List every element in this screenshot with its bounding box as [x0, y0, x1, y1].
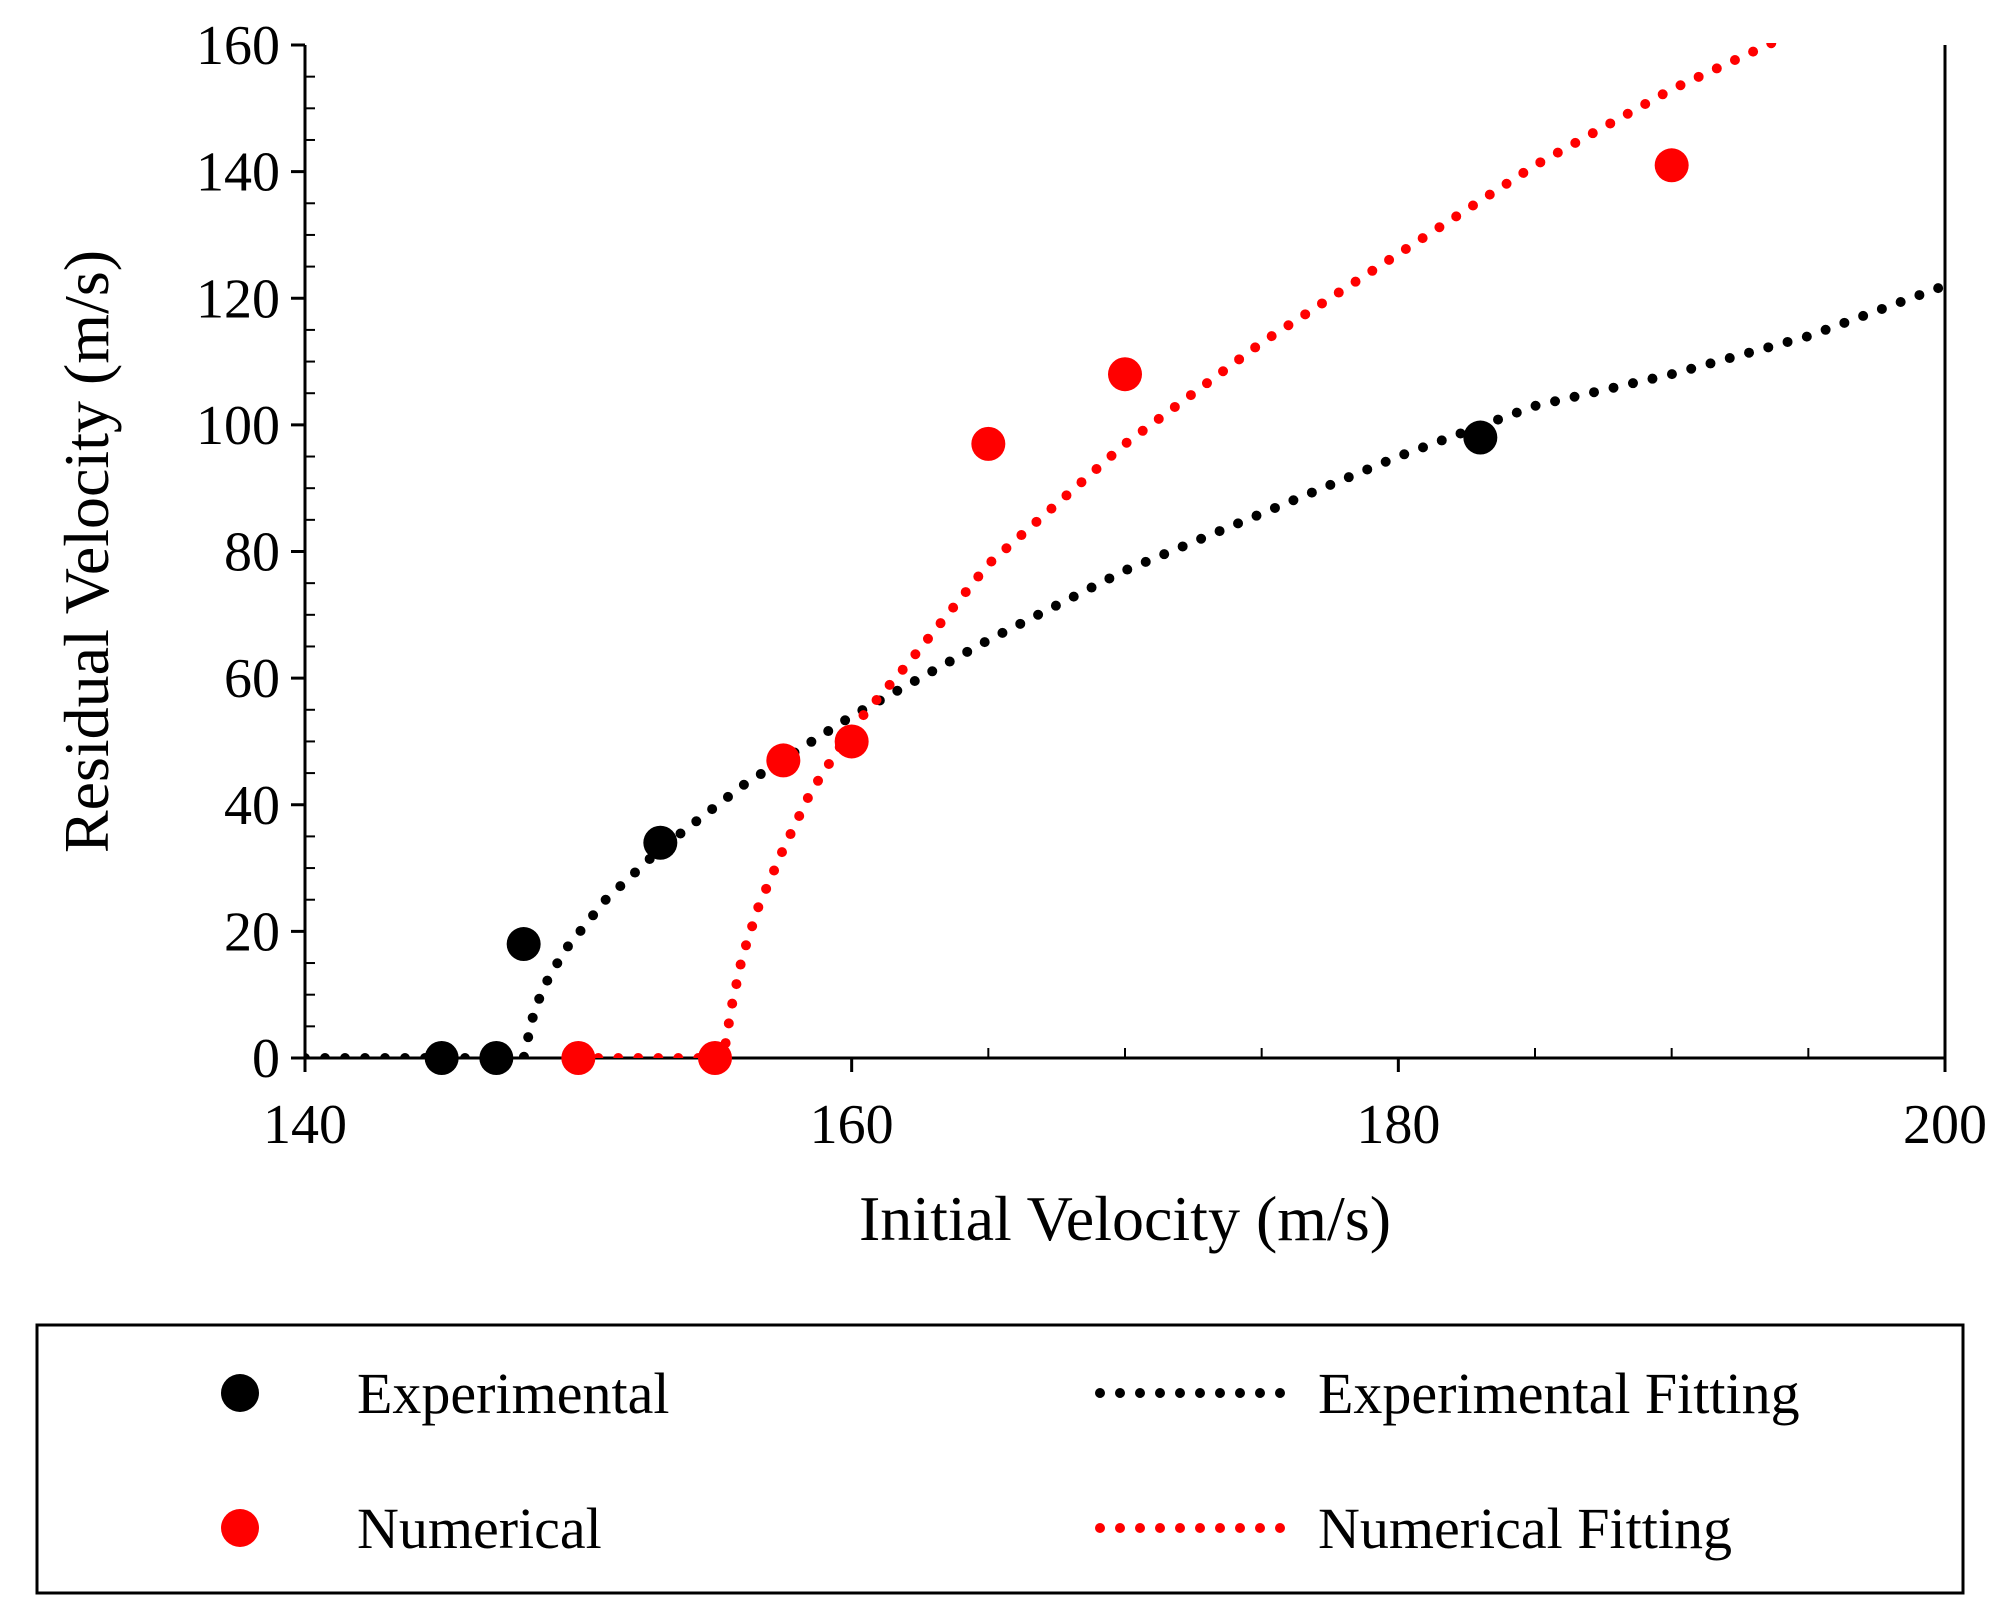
y-tick-label: 40	[224, 775, 280, 837]
plot-area: 0 20 40 60 80 100 120 140 160 140 160 180 200	[196, 15, 1987, 1156]
data-point-0-0	[424, 1041, 459, 1075]
y-tick-label: 140	[196, 142, 280, 204]
legend-label-1: Numerical	[357, 1496, 602, 1561]
legend-box	[35, 1323, 1965, 1595]
data-point-1-1	[698, 1041, 732, 1075]
x-tick-label: 160	[810, 1094, 894, 1156]
y-tick-label: 100	[196, 395, 280, 457]
x-axis-title: Initial Velocity (m/s)	[859, 1183, 1391, 1254]
series-line-2	[305, 280, 1945, 1058]
y-tick-label: 160	[196, 15, 280, 77]
legend-marker-0	[221, 1374, 259, 1412]
data-point-0-1	[479, 1041, 514, 1075]
data-point-1-6	[1654, 148, 1689, 183]
legend: Experimental Numerical Experimental Fittin…	[35, 1323, 1965, 1595]
x-tick-label: 140	[263, 1094, 347, 1156]
y-tick-label: 0	[252, 1028, 280, 1090]
y-tick-label: 60	[224, 648, 280, 710]
y-axis-title: Residual Velocity (m/s)	[51, 250, 122, 853]
x-tick-label: 200	[1903, 1094, 1987, 1156]
x-tick-label: 180	[1356, 1094, 1440, 1156]
data-point-1-0	[561, 1041, 596, 1075]
y-tick-label: 80	[224, 522, 280, 584]
legend-items: Experimental Numerical Experimental Fittin…	[221, 1361, 1800, 1561]
legend-label-0: Experimental	[357, 1361, 669, 1426]
data-point-1-2	[766, 743, 801, 778]
data-point-1-3	[834, 724, 869, 759]
data-point-1-5	[1108, 357, 1142, 392]
data-point-0-2	[506, 927, 541, 962]
x-axis-ticks: 140 160 180 200	[263, 1048, 1987, 1156]
legend-label-3: Numerical Fitting	[1318, 1496, 1732, 1561]
y-tick-label: 120	[196, 268, 280, 330]
legend-marker-1	[221, 1509, 259, 1547]
series-layer	[305, 43, 1945, 1075]
data-point-0-4	[1463, 420, 1498, 455]
y-axis-ticks: 0 20 40 60 80 100 120 140 160	[196, 15, 315, 1090]
legend-label-2: Experimental Fitting	[1318, 1361, 1800, 1426]
data-point-1-4	[971, 426, 1006, 461]
y-tick-label: 20	[224, 901, 280, 963]
data-point-0-3	[643, 825, 678, 860]
series-line-3	[573, 43, 1784, 1058]
